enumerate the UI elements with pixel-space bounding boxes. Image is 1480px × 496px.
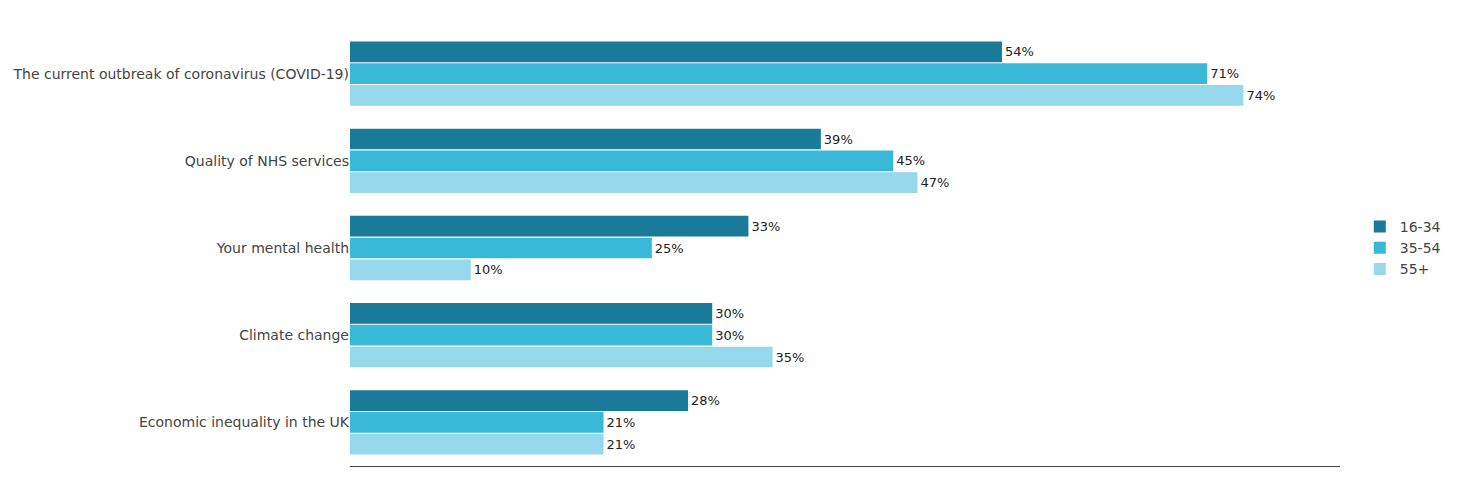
svg-text:21%: 21% [607,437,636,452]
svg-text:71%: 71% [1210,66,1239,81]
svg-text:10%: 10% [474,262,503,277]
svg-text:16-34: 16-34 [1400,219,1441,235]
svg-text:33%: 33% [751,219,780,234]
svg-text:25%: 25% [655,241,684,256]
svg-text:Your mental health: Your mental health [216,240,349,256]
svg-text:30%: 30% [715,306,744,321]
svg-text:54%: 54% [1005,44,1034,59]
svg-text:28%: 28% [691,393,720,408]
svg-text:47%: 47% [920,175,949,190]
svg-text:35-54: 35-54 [1400,240,1441,256]
svg-text:35%: 35% [776,350,805,365]
svg-text:30%: 30% [715,328,744,343]
svg-text:39%: 39% [824,132,853,147]
svg-text:45%: 45% [896,153,925,168]
svg-text:Climate change: Climate change [239,327,349,343]
svg-text:The current outbreak of corona: The current outbreak of coronavirus (COV… [12,66,349,82]
svg-text:Quality of NHS services: Quality of NHS services [185,153,349,169]
svg-text:55+: 55+ [1400,261,1430,277]
svg-text:74%: 74% [1246,88,1275,103]
svg-text:Economic inequality in the UK: Economic inequality in the UK [139,414,350,430]
svg-text:21%: 21% [607,415,636,430]
